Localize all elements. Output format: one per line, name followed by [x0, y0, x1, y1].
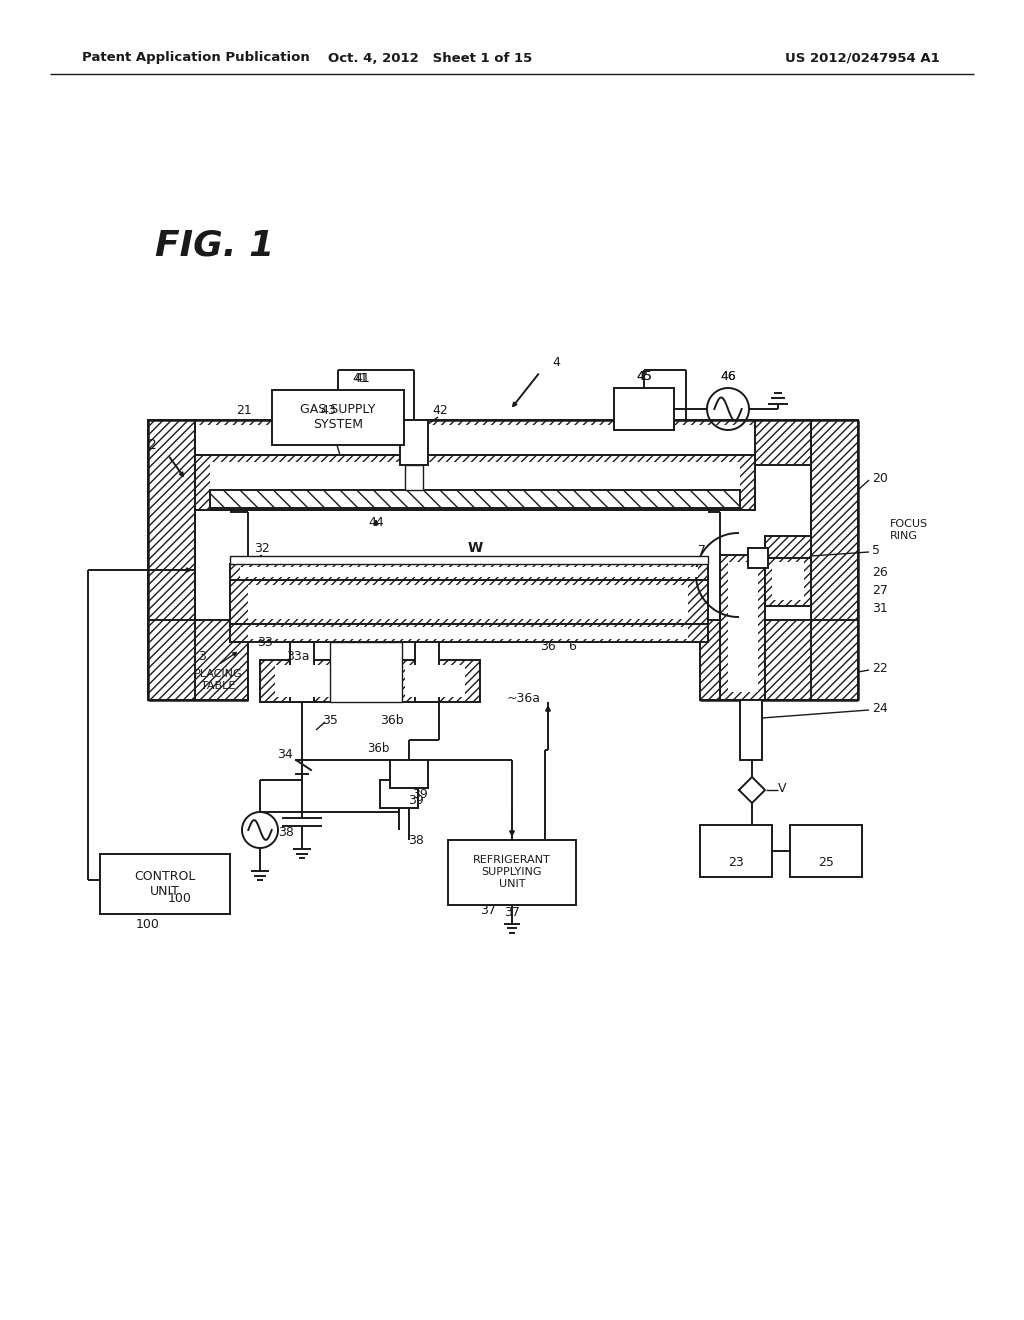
Bar	[248, 627, 688, 639]
Text: 25: 25	[818, 855, 834, 869]
Text: 27: 27	[872, 583, 888, 597]
Text: PLACING
TABLE: PLACING TABLE	[194, 669, 243, 690]
Text: 39: 39	[412, 788, 428, 800]
Text: 46: 46	[720, 370, 736, 383]
Text: 7: 7	[698, 544, 706, 557]
Bar	[195, 455, 755, 510]
Bar	[210, 490, 740, 508]
Bar	[772, 562, 804, 601]
Text: 38: 38	[408, 833, 424, 846]
Bar	[230, 564, 708, 579]
Bar	[700, 825, 772, 876]
Bar	[148, 420, 858, 465]
Bar	[248, 585, 688, 619]
Text: 45: 45	[636, 370, 652, 383]
Text: 43: 43	[321, 404, 336, 417]
Bar	[415, 642, 439, 702]
Text: 33a: 33a	[287, 649, 309, 663]
Bar	[740, 700, 762, 760]
Bar	[400, 420, 428, 465]
Bar	[290, 642, 314, 702]
Text: W: W	[467, 541, 482, 554]
Text: 24: 24	[872, 701, 888, 714]
Text: 21: 21	[237, 404, 252, 417]
Bar	[406, 465, 423, 490]
Text: 44: 44	[368, 516, 384, 528]
Text: Patent Application Publication: Patent Application Publication	[82, 51, 309, 65]
Text: 37: 37	[480, 903, 496, 916]
Text: US 2012/0247954 A1: US 2012/0247954 A1	[785, 51, 940, 65]
Text: CONTROL
UNIT: CONTROL UNIT	[134, 870, 196, 898]
Bar	[195, 425, 755, 459]
Bar	[748, 548, 768, 568]
Bar	[275, 665, 335, 697]
Bar	[100, 854, 230, 913]
Text: ~36a: ~36a	[507, 692, 541, 705]
Bar	[272, 389, 404, 445]
Bar	[614, 388, 674, 430]
Text: FOCUS
RING: FOCUS RING	[890, 519, 928, 541]
Text: 22: 22	[872, 661, 888, 675]
Text: 33: 33	[257, 636, 272, 649]
Bar	[230, 556, 708, 564]
Bar	[148, 420, 195, 700]
Text: 32: 32	[254, 541, 270, 554]
Text: 37: 37	[504, 906, 520, 919]
Text: 6: 6	[568, 639, 575, 652]
Bar	[765, 536, 811, 558]
Text: 42: 42	[432, 404, 447, 417]
Bar	[811, 420, 858, 700]
Text: 23: 23	[728, 855, 743, 869]
Text: 100: 100	[136, 917, 160, 931]
Text: 26: 26	[872, 565, 888, 578]
Bar	[390, 660, 480, 702]
Text: 45: 45	[636, 370, 652, 383]
Text: Oct. 4, 2012   Sheet 1 of 15: Oct. 4, 2012 Sheet 1 of 15	[328, 51, 532, 65]
Bar	[449, 840, 575, 906]
Bar	[260, 660, 350, 702]
Text: 35: 35	[323, 714, 338, 726]
Bar	[230, 624, 708, 642]
Bar	[700, 620, 858, 700]
Text: 5: 5	[872, 544, 880, 557]
Text: 41: 41	[354, 371, 370, 384]
Bar	[728, 562, 758, 692]
Text: 2: 2	[148, 438, 157, 451]
Text: 41: 41	[352, 371, 368, 384]
Bar	[240, 568, 698, 577]
Bar	[406, 665, 465, 697]
Bar	[790, 825, 862, 876]
Text: 31: 31	[872, 602, 888, 615]
Bar	[765, 556, 811, 606]
Bar	[340, 645, 392, 700]
Text: 46: 46	[720, 370, 736, 383]
Text: 36b: 36b	[380, 714, 403, 726]
Text: 20: 20	[872, 471, 888, 484]
Text: 38: 38	[279, 825, 294, 838]
Bar	[380, 780, 418, 808]
Bar	[230, 579, 708, 624]
Bar	[210, 462, 740, 503]
Text: GAS SUPPLY
SYSTEM: GAS SUPPLY SYSTEM	[300, 403, 376, 432]
Text: V: V	[778, 781, 786, 795]
Bar	[390, 760, 428, 788]
Text: 36: 36	[540, 639, 556, 652]
Text: FIG. 1: FIG. 1	[155, 228, 274, 261]
Bar	[148, 620, 248, 700]
Text: REFRIGERANT
SUPPLYING
UNIT: REFRIGERANT SUPPLYING UNIT	[473, 855, 551, 888]
Text: 4: 4	[552, 356, 560, 370]
Text: 100: 100	[168, 891, 191, 904]
Bar	[720, 554, 765, 700]
Text: 34: 34	[278, 747, 293, 760]
Text: 39: 39	[409, 793, 424, 807]
Text: 3: 3	[198, 649, 206, 663]
Text: 36b: 36b	[367, 742, 389, 755]
Bar	[330, 642, 402, 702]
